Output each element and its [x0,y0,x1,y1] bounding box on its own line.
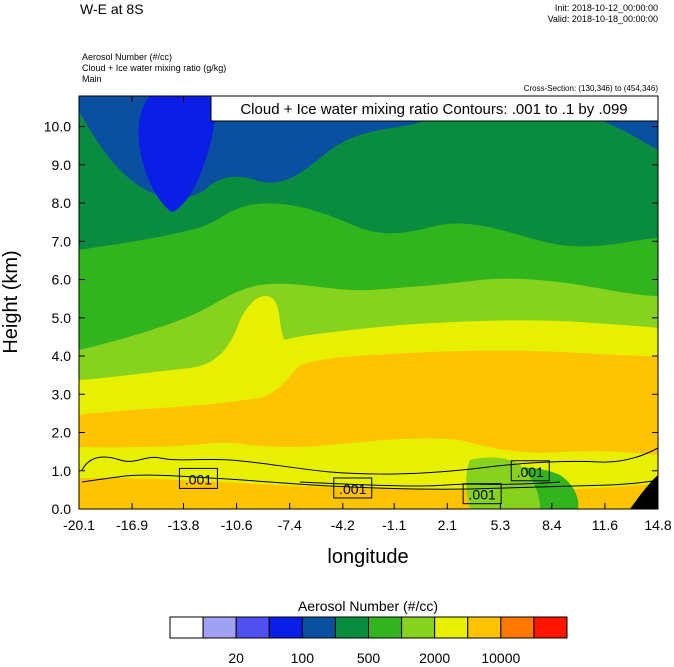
colorbar-swatch [202,616,237,639]
contour-title-box [210,95,659,122]
x-tick-label: 11.6 [592,517,618,533]
colorbar-tick-label: 2000 [419,650,450,666]
plot-title: W-E at 8S [80,1,144,17]
x-tick-label: -7.4 [278,517,302,533]
y-tick-label: 3.0 [52,386,72,402]
colorbar-tick-label: 20 [228,650,244,666]
x-tick-label: -13.8 [168,517,200,533]
x-tick-label: -1.1 [382,517,406,533]
y-tick-label: 4.0 [52,348,72,364]
y-tick-label: 6.0 [52,272,72,288]
contour-line-inner [81,474,658,490]
x-tick-label: -4.2 [331,517,355,533]
colorbar [169,616,568,639]
contour-title: Cloud + Ice water mixing ratio Contours:… [240,101,627,118]
contour-line-low [299,481,561,487]
y-tick-label: 10.0 [44,119,71,135]
y-tick-label: 0.0 [52,501,72,517]
band-black-corner [630,475,658,509]
y-tick-label: 8.0 [52,195,72,211]
x-axis: -20.1 -16.9 -13.8 -10.6 -7.4 -4.2 -1.1 2.1 5.3 8.… [63,96,672,533]
colorbar-swatch [467,616,502,639]
colorbar-swatch [401,616,436,639]
y-tick-label: 1.0 [52,463,72,479]
y-tick-label: 5.0 [52,310,72,326]
colorbar-tick-label: 100 [291,650,315,666]
y-tick-label: 2.0 [52,425,72,441]
colorbar-tick-label: 10000 [481,650,520,666]
field-label-aerosol: Aerosol Number (#/cc) [82,52,173,62]
y-tick-label: 7.0 [52,233,72,249]
contour-labels: .001 .001 .001 .001 [178,460,550,505]
colorbar-swatch [169,616,204,639]
band-yellowgreen-bottom [466,457,540,509]
y-axis-label: Height (km) [0,250,22,353]
colorbar-swatch [334,616,369,639]
contour-line-outer [81,447,658,475]
heatmap-field [79,96,658,509]
x-tick-label: 8.4 [542,517,562,533]
cross-section-label: Cross-Section: (130,346) to (454,346) [523,84,658,93]
contour-label: .001 [469,487,496,503]
x-tick-label: 2.1 [438,517,458,533]
colorbar-swatch [434,616,469,639]
band-orange-main [79,350,658,455]
x-tick-label: -20.1 [63,517,95,533]
y-tick-label: 9.0 [52,157,72,173]
x-tick-label: 5.3 [491,517,511,533]
y-axis: 0.0 1.0 2.0 3.0 4.0 5.0 6.0 7.0 8.0 9.0 10.0 [44,119,658,517]
contour-label-box [510,460,550,482]
x-tick-label: -16.9 [116,517,148,533]
field-label-main: Main [82,74,102,84]
colorbar-label: Aerosol Number (#/cc) [298,598,438,614]
contour-label-box [462,483,502,505]
colorbar-tick-label: 500 [357,650,381,666]
colorbar-swatch [235,616,270,639]
colorbar-swatch [268,616,303,639]
contour-label-box [178,467,218,489]
contour-label: .001 [185,471,212,487]
x-tick-label: -10.6 [221,517,253,533]
colorbar-swatch [500,616,535,639]
band-darkblue-core [138,96,216,212]
colorbar-swatch [533,616,568,639]
colorbar-swatch [368,616,403,639]
contour-label-box [333,477,373,499]
contour-label: .001 [339,481,366,497]
valid-time: Valid: 2018-10-18_00:00:00 [547,14,658,24]
init-time: Init: 2018-10-12_00:00:00 [554,3,658,13]
x-axis-label: longitude [327,546,408,568]
colorbar-swatch [301,616,336,639]
colorbar-ticks: 20 100 500 2000 10000 [228,650,520,666]
field-label-cloud: Cloud + Ice water mixing ratio (g/kg) [82,63,227,73]
contour-label: .001 [517,464,544,480]
x-tick-label: 14.8 [644,517,671,533]
